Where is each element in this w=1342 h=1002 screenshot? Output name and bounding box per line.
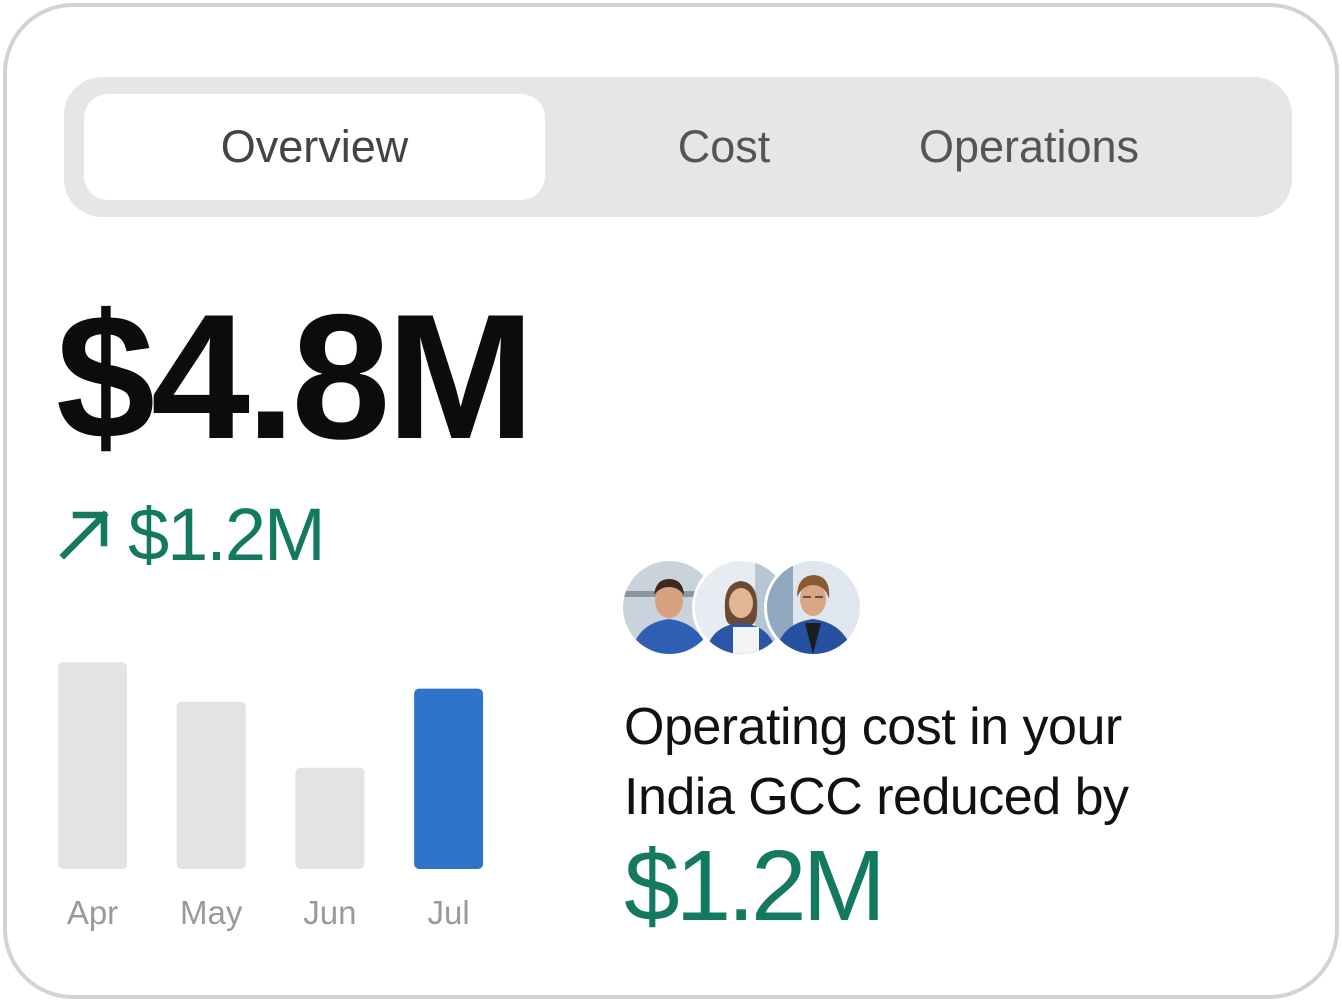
change-indicator: $1.2M [58,492,326,576]
person-man-icon [623,561,716,654]
total-value: $4.8M [56,277,535,476]
tab-operations[interactable]: Operations [918,121,1140,172]
avatar [623,561,716,654]
tab-bar: Overview Cost Operations [64,77,1292,217]
arrow-up-right-icon [59,510,109,560]
person-man-icon [767,561,860,654]
message-line-1: Operating cost in your [624,698,1122,756]
tab-cost[interactable]: Cost [677,121,771,172]
savings-amount: $1.2M [624,830,886,942]
avatar [767,561,860,654]
change-value: $1.2M [128,492,326,576]
tab-overview[interactable]: Overview [84,94,545,200]
savings-message: Operating cost in your India GCC reduced… [624,692,1264,832]
message-line-2: India GCC reduced by [624,768,1129,826]
avatar-group [623,561,863,654]
